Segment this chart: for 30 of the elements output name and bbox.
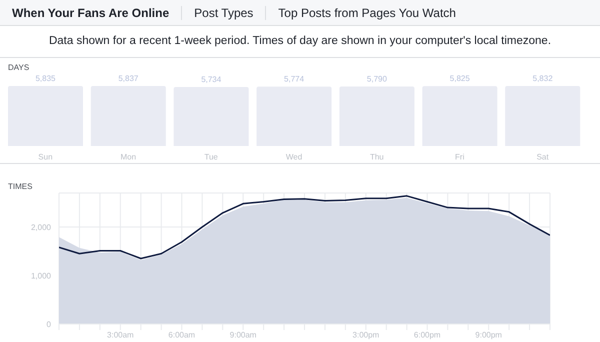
line-series (59, 195, 550, 260)
text: Data shown for a recent 1-week period. Times of day are shown in your computer's local timezone. (0, 26, 600, 58)
x-tick-label: 9:00am (230, 330, 257, 340)
data-label: 5,825 (450, 74, 470, 84)
x-tick-label: 6:00pm (414, 330, 441, 340)
data-label: 5,832 (532, 74, 554, 84)
x-tick-label: 3:00am (107, 330, 134, 340)
data-label: 5,790 (366, 74, 388, 84)
text: Post Types (181, 6, 266, 20)
chart-title: DAYS (8, 63, 30, 72)
x-tick-label: 3:00pm (352, 330, 380, 340)
y-tick-label: 1,000 (30, 271, 52, 280)
chart-title: TIMES (8, 182, 32, 191)
text: Top Posts from Pages You Watch (265, 6, 468, 20)
y-tick-label: 0 (46, 320, 52, 329)
x-tick-label: Tue (204, 152, 218, 162)
x-tick-label: Wed (286, 152, 302, 162)
x-tick-label: Sun (38, 152, 53, 162)
data-label: 5,837 (118, 74, 139, 83)
x-tick-label: Mon (120, 152, 136, 162)
x-tick-label: 9:00pm (475, 330, 502, 340)
x-tick-label: 6:00am (168, 330, 196, 340)
data-label: 5,734 (201, 75, 222, 84)
x-tick-label: Fri (455, 152, 465, 162)
x-tick-label: Sat (536, 152, 550, 162)
text: When Your Fans Are Online (11, 6, 170, 20)
data-label: 5,835 (35, 74, 56, 84)
y-tick-label: 2,000 (30, 222, 52, 232)
data-label: 5,774 (284, 74, 305, 84)
x-tick-label: Thu (370, 152, 384, 162)
